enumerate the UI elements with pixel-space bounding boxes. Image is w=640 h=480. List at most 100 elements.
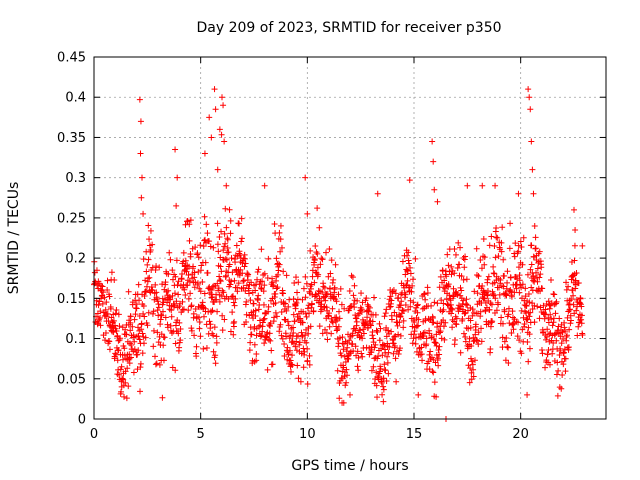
data-point xyxy=(218,228,225,235)
data-point xyxy=(410,299,417,306)
data-point xyxy=(441,336,448,343)
data-point xyxy=(494,234,501,241)
data-point xyxy=(434,300,441,307)
data-point xyxy=(401,294,408,301)
data-point xyxy=(530,190,537,197)
data-point xyxy=(290,329,297,336)
data-point xyxy=(104,287,111,294)
data-point xyxy=(344,372,351,379)
data-point xyxy=(133,301,140,308)
data-point xyxy=(280,268,287,275)
data-point xyxy=(226,206,233,213)
data-point xyxy=(295,279,302,286)
data-point xyxy=(522,285,529,292)
data-point xyxy=(311,261,318,268)
data-point xyxy=(172,273,179,280)
data-point xyxy=(339,368,346,375)
data-point xyxy=(307,247,314,254)
data-point xyxy=(136,297,143,304)
data-point xyxy=(238,215,245,222)
data-point xyxy=(245,271,252,278)
data-point xyxy=(297,378,304,385)
data-point xyxy=(265,303,272,310)
data-point xyxy=(278,332,285,339)
data-point xyxy=(487,345,494,352)
data-point xyxy=(388,328,395,335)
data-point xyxy=(511,253,518,260)
data-point xyxy=(219,312,226,319)
data-point xyxy=(286,347,293,354)
data-point xyxy=(215,248,222,255)
data-point xyxy=(261,182,268,189)
data-point xyxy=(395,294,402,301)
data-point xyxy=(382,310,389,317)
data-point xyxy=(103,299,110,306)
data-point xyxy=(419,357,426,364)
data-point xyxy=(341,305,348,312)
data-point xyxy=(450,293,457,300)
data-point xyxy=(539,285,546,292)
data-point xyxy=(310,308,317,315)
data-point xyxy=(560,361,567,368)
data-point xyxy=(200,313,207,320)
data-point xyxy=(477,313,484,320)
data-point xyxy=(290,324,297,331)
data-point xyxy=(411,331,418,338)
data-point xyxy=(179,298,186,305)
x-tick-label: 0 xyxy=(90,427,98,442)
data-point xyxy=(303,339,310,346)
data-point xyxy=(524,338,531,345)
data-point xyxy=(287,357,294,364)
data-point xyxy=(161,334,168,341)
data-point xyxy=(550,315,557,322)
data-point xyxy=(432,339,439,346)
data-point xyxy=(435,346,442,353)
data-point xyxy=(466,335,473,342)
data-point xyxy=(277,321,284,328)
data-point xyxy=(478,325,485,332)
data-point xyxy=(560,336,567,343)
data-point xyxy=(96,316,103,323)
data-point xyxy=(435,362,442,369)
data-point xyxy=(135,333,142,340)
data-point xyxy=(186,221,193,228)
data-point xyxy=(322,326,329,333)
data-point xyxy=(455,239,462,246)
data-point xyxy=(117,366,124,373)
data-point xyxy=(437,328,444,335)
data-point xyxy=(509,308,516,315)
data-point xyxy=(99,283,106,290)
data-point xyxy=(452,336,459,343)
data-point xyxy=(265,336,272,343)
data-point xyxy=(304,345,311,352)
data-point xyxy=(132,304,139,311)
data-point xyxy=(226,261,233,268)
data-point xyxy=(371,344,378,351)
data-point xyxy=(267,323,274,330)
data-point xyxy=(489,318,496,325)
data-point xyxy=(565,344,572,351)
data-point xyxy=(293,347,300,354)
data-point xyxy=(434,198,441,205)
data-point xyxy=(531,302,538,309)
data-point xyxy=(546,331,553,338)
data-point xyxy=(493,234,500,241)
data-point xyxy=(377,325,384,332)
data-point xyxy=(567,306,574,313)
data-point xyxy=(155,304,162,311)
data-point xyxy=(306,361,313,368)
data-point xyxy=(241,263,248,270)
data-point xyxy=(108,314,115,321)
data-point xyxy=(399,307,406,314)
data-point xyxy=(240,255,247,262)
data-point xyxy=(197,333,204,340)
data-point xyxy=(217,277,224,284)
data-point xyxy=(500,283,507,290)
data-point xyxy=(415,316,422,323)
data-point xyxy=(222,205,229,212)
data-point xyxy=(424,289,431,296)
data-point xyxy=(451,245,458,252)
data-point xyxy=(116,323,123,330)
data-point xyxy=(177,326,184,333)
data-point xyxy=(134,324,141,331)
